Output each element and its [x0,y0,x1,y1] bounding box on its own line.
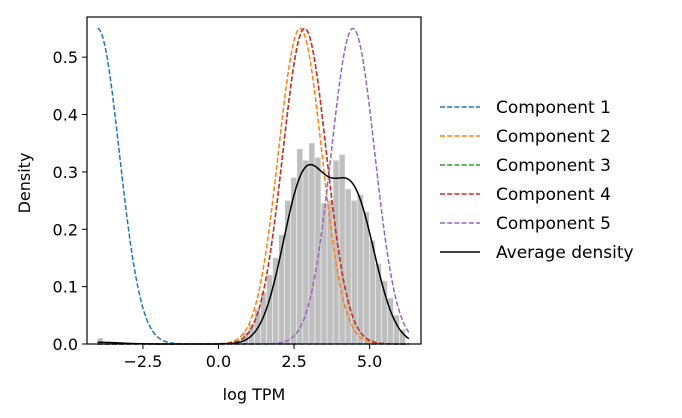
y-tick-label-3: 0.3 [53,163,78,182]
histogram-bar-16 [327,200,333,344]
legend-label-3: Component 4 [496,185,611,205]
y-tick-label-5: 0.5 [53,48,78,67]
legend-label-1: Component 2 [496,127,611,147]
plot-frame [86,16,422,345]
legend-label-4: Component 5 [496,214,611,234]
x-tick-label-3: 5.0 [357,352,382,371]
y-tick-label-1: 0.1 [53,278,78,297]
histogram-bar-25 [381,280,388,344]
histogram-bar-15 [321,203,327,344]
histogram-bar-27 [393,315,400,344]
histogram-bar-28 [399,329,406,344]
histogram-bar-9 [284,200,291,344]
histogram-bar-19 [345,189,351,344]
histogram-bar-17 [333,160,339,344]
histogram [97,143,406,344]
legend-label-0: Component 1 [496,98,611,118]
x-axis-ticks: −2.5 0.0 2.5 5.0 [123,344,382,371]
x-tick-label-0: −2.5 [123,352,162,371]
histogram-bar-14 [315,157,321,344]
x-tick-label-2: 2.5 [281,352,306,371]
histogram-bar-20 [351,200,357,344]
x-tick-label-1: 0.0 [206,352,231,371]
y-tick-label-4: 0.4 [53,106,78,125]
legend-label-5: Average density [496,243,634,263]
histogram-bar-12 [303,160,309,344]
histogram-bar-3 [248,323,255,344]
legend: Component 1 Component 2 Component 3 Compone… [440,98,634,263]
histogram-bar-7 [272,257,279,344]
histogram-bar-13 [309,143,315,344]
y-axis-label: Density [15,153,34,214]
histogram-bar-21 [357,194,363,344]
y-axis-ticks: 0.0 0.1 0.2 0.3 0.4 0.5 [53,48,87,354]
legend-label-2: Component 3 [496,156,611,176]
histogram-bar-11 [297,148,303,344]
y-tick-label-2: 0.2 [53,220,78,239]
x-axis-label: log TPM [223,385,286,404]
histogram-bar-22 [363,212,370,344]
histogram-bar-10 [291,177,297,344]
histogram-bar-18 [339,154,345,344]
histogram-bar-4 [254,309,261,344]
histogram-bar-23 [369,240,376,344]
y-tick-label-0: 0.0 [53,335,78,354]
histogram-bar-8 [278,235,285,344]
histogram-bar-6 [266,275,273,344]
histogram-bar-2 [242,332,249,344]
histogram-bar-26 [387,298,394,344]
histogram-bar-24 [375,263,382,344]
histogram-bar-0 [97,338,104,344]
